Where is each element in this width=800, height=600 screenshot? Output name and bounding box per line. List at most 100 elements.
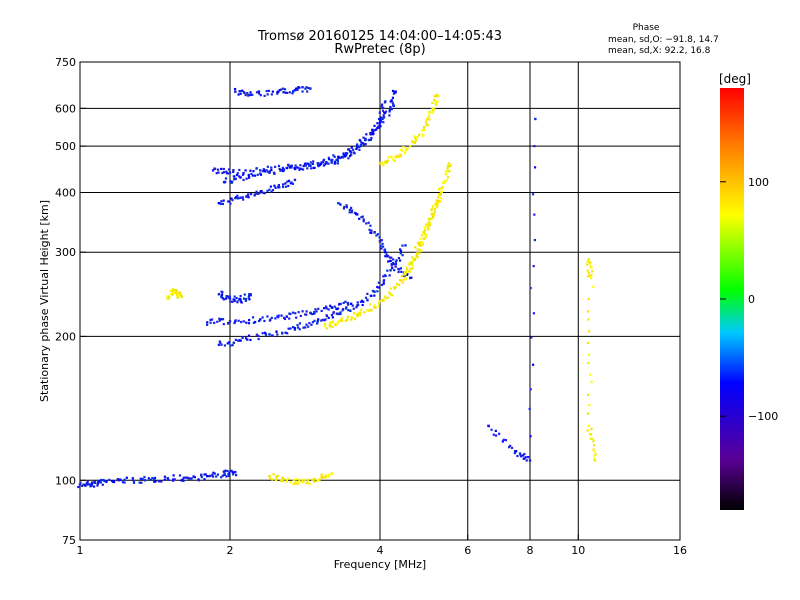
- trace-point: [133, 480, 135, 482]
- trace-point: [302, 165, 304, 167]
- trace-point: [275, 478, 277, 480]
- trace-point: [332, 316, 334, 318]
- trace-point: [587, 310, 589, 312]
- trace-point: [325, 307, 327, 309]
- trace-point: [411, 140, 413, 142]
- trace-point: [224, 344, 226, 346]
- trace-point: [246, 92, 248, 94]
- trace-point: [310, 167, 312, 169]
- trace-point: [533, 312, 535, 314]
- trace-point: [269, 477, 271, 479]
- trace-point: [438, 200, 440, 202]
- trace-point: [392, 103, 394, 105]
- trace-point: [399, 279, 401, 281]
- trace-point: [412, 265, 414, 267]
- trace-point: [254, 175, 256, 177]
- trace-point: [313, 311, 315, 313]
- trace-point: [533, 145, 535, 147]
- trace-point: [285, 186, 287, 188]
- trace-point: [292, 312, 294, 314]
- trace-point: [358, 149, 360, 151]
- trace-point: [237, 197, 239, 199]
- trace-point: [153, 478, 155, 480]
- trace-point: [231, 181, 233, 183]
- data-point: [268, 333, 270, 335]
- trace-point: [235, 474, 237, 476]
- trace-point: [382, 164, 384, 166]
- trace-point: [296, 89, 298, 91]
- trace-point: [366, 293, 368, 295]
- y-tick-label: 100: [55, 474, 76, 487]
- trace-point: [365, 222, 367, 224]
- trace-point: [384, 274, 386, 276]
- trace-point: [387, 160, 389, 162]
- trace-point: [100, 479, 102, 481]
- trace-point: [271, 334, 273, 336]
- trace-point: [217, 169, 219, 171]
- trace-point: [372, 133, 374, 135]
- trace-point: [174, 478, 176, 480]
- trace-point: [391, 108, 393, 110]
- trace-point: [244, 293, 246, 295]
- trace-point: [228, 472, 230, 474]
- trace-point: [326, 327, 328, 329]
- trace-point: [421, 234, 423, 236]
- trace-point: [229, 344, 231, 346]
- trace-point: [304, 326, 306, 328]
- data-point: [239, 176, 241, 178]
- trace-point: [317, 308, 319, 310]
- trace-point: [416, 137, 418, 139]
- trace-point: [414, 135, 416, 137]
- trace-point: [399, 154, 401, 156]
- trace-point: [447, 167, 449, 169]
- trace-point: [209, 475, 211, 477]
- trace-point: [229, 203, 231, 205]
- trace-point: [296, 166, 298, 168]
- trace-point: [255, 191, 257, 193]
- trace-point: [362, 137, 364, 139]
- trace-point: [312, 163, 314, 165]
- trace-point: [530, 287, 532, 289]
- trace-point: [363, 220, 365, 222]
- trace-point: [302, 168, 304, 170]
- trace-point: [370, 232, 372, 234]
- trace-point: [307, 326, 309, 328]
- data-point: [259, 169, 261, 171]
- trace-point: [225, 177, 227, 179]
- trace-point: [220, 344, 222, 346]
- trace-point: [228, 475, 230, 477]
- trace-point: [295, 164, 297, 166]
- trace-point: [589, 433, 591, 435]
- trace-point: [267, 166, 269, 168]
- trace-point: [242, 196, 244, 198]
- trace-point: [383, 283, 385, 285]
- trace-point: [331, 159, 333, 161]
- trace-point: [260, 190, 262, 192]
- trace-point: [239, 298, 241, 300]
- trace-point: [435, 100, 437, 102]
- trace-point: [378, 286, 380, 288]
- x-tick-label: 6: [464, 544, 471, 557]
- trace-point: [189, 478, 191, 480]
- trace-point: [365, 133, 367, 135]
- trace-point: [425, 235, 427, 237]
- trace-point: [357, 312, 359, 314]
- trace-point: [369, 225, 371, 227]
- trace-point: [429, 224, 431, 226]
- trace-point: [411, 256, 413, 258]
- trace-point: [424, 226, 426, 228]
- trace-point: [393, 269, 395, 271]
- trace-point: [415, 139, 417, 141]
- trace-point: [346, 206, 348, 208]
- trace-point: [223, 323, 225, 325]
- trace-point: [593, 455, 595, 457]
- trace-point: [439, 188, 441, 190]
- trace-point: [353, 308, 355, 310]
- trace-point: [224, 470, 226, 472]
- data-point: [286, 315, 288, 317]
- trace-point: [514, 452, 516, 454]
- data-point: [181, 296, 183, 298]
- trace-point: [236, 174, 238, 176]
- trace-point: [588, 298, 590, 300]
- trace-point: [434, 208, 436, 210]
